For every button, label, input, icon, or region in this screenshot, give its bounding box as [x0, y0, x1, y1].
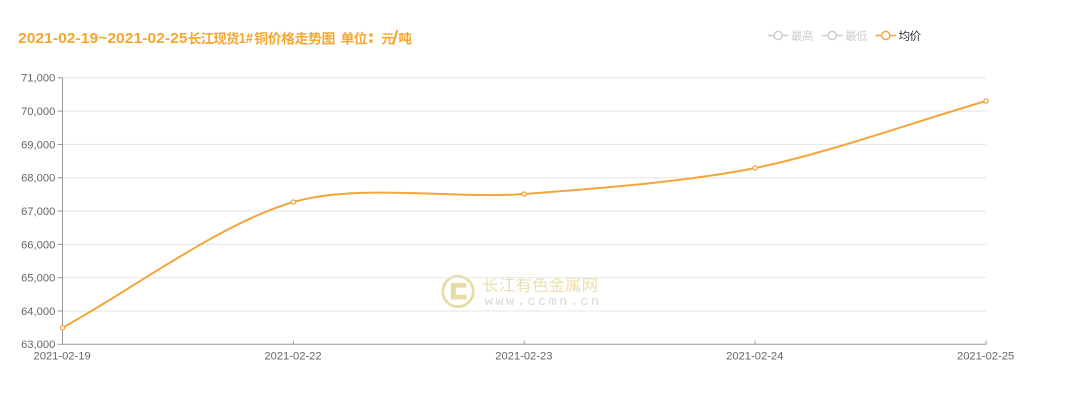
svg-text:68,000: 68,000 — [21, 173, 55, 185]
svg-text:1#: 1# — [239, 30, 254, 47]
svg-text:71,000: 71,000 — [21, 73, 55, 85]
svg-text:70,000: 70,000 — [21, 106, 55, 118]
svg-text:2021-02-24: 2021-02-24 — [726, 351, 783, 363]
svg-text:2021-02-19: 2021-02-19 — [33, 351, 90, 363]
svg-text:65,000: 65,000 — [21, 273, 55, 285]
svg-text:2021-02-19~2021-02-25: 2021-02-19~2021-02-25 — [18, 30, 188, 47]
svg-text:2021-02-23: 2021-02-23 — [495, 351, 552, 363]
svg-text:63,000: 63,000 — [21, 339, 55, 351]
svg-text:69,000: 69,000 — [21, 139, 55, 151]
svg-text:2021-02-25: 2021-02-25 — [957, 351, 1014, 363]
svg-text:www.ccmn.cn: www.ccmn.cn — [485, 294, 602, 309]
svg-text:64,000: 64,000 — [21, 306, 55, 318]
svg-text:2021-02-22: 2021-02-22 — [264, 351, 321, 363]
svg-text:66,000: 66,000 — [21, 239, 55, 251]
svg-text:67,000: 67,000 — [21, 206, 55, 218]
